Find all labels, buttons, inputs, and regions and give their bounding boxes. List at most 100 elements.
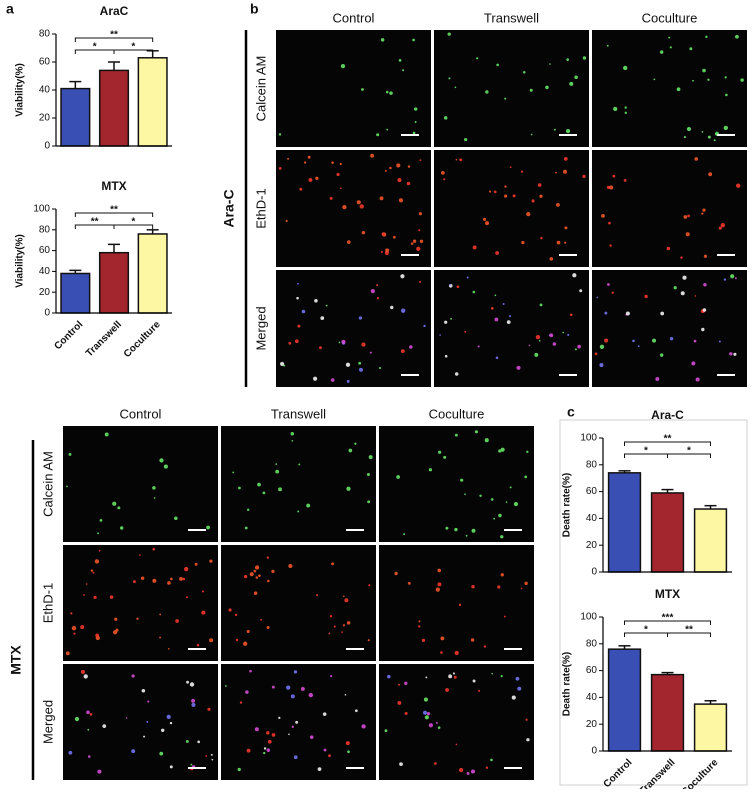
cell-dot xyxy=(201,610,206,615)
cell-dot xyxy=(464,493,466,496)
cell-dot xyxy=(490,307,494,310)
cell-dot xyxy=(423,710,428,715)
cell-dot xyxy=(147,700,150,703)
y-tick-label: 0 xyxy=(591,567,597,578)
cell-dot xyxy=(530,133,533,136)
cell-dot xyxy=(419,239,424,244)
error-bar xyxy=(108,243,120,253)
cell-dot xyxy=(574,75,578,80)
cell-dot xyxy=(159,458,164,463)
cell-dot xyxy=(484,221,490,226)
cell-dot xyxy=(361,230,366,235)
cell-dot xyxy=(245,690,249,694)
cell-dot xyxy=(695,377,700,382)
cell-dot xyxy=(141,688,146,693)
cell-dot xyxy=(293,755,298,760)
error-bar xyxy=(69,269,82,274)
cell-dot xyxy=(428,468,433,472)
cell-dot xyxy=(346,240,351,244)
chart-title: Ara-C xyxy=(651,408,684,422)
cell-dot xyxy=(493,190,497,194)
cell-dot xyxy=(404,711,408,715)
cell-dot xyxy=(460,478,464,482)
error-bar xyxy=(661,488,674,493)
cell-dot xyxy=(97,532,99,535)
cell-dot xyxy=(307,155,311,159)
cell-dot xyxy=(80,669,85,674)
cell-dot xyxy=(384,729,388,733)
cell-dot xyxy=(182,577,186,581)
cell-dot xyxy=(86,710,90,715)
cell-dot xyxy=(83,674,88,679)
bar xyxy=(693,703,728,752)
cell-dot xyxy=(443,116,448,120)
cell-dot xyxy=(606,283,610,286)
cell-dot xyxy=(407,581,411,585)
y-tick-label: 80 xyxy=(586,638,598,649)
cell-dot xyxy=(346,621,351,625)
cell-dot xyxy=(624,111,628,115)
cell-dot xyxy=(191,698,196,703)
y-tick-label: 0 xyxy=(44,141,50,152)
cell-dot xyxy=(437,582,442,587)
cell-dot xyxy=(513,502,519,507)
cell-dot xyxy=(318,346,322,350)
cell-dot xyxy=(297,324,301,328)
cell-dot xyxy=(235,638,239,642)
cell-dot xyxy=(702,308,707,312)
cell-dot xyxy=(260,618,263,621)
cell-dot xyxy=(390,305,394,310)
micrograph xyxy=(379,664,534,780)
cell-dot xyxy=(211,758,214,761)
error-bar xyxy=(618,645,631,650)
cell-dot xyxy=(644,294,648,299)
cell-dot xyxy=(80,625,85,630)
cell-dot xyxy=(278,167,282,170)
cell-dot xyxy=(418,212,423,216)
cell-dot xyxy=(243,574,248,579)
cell-dot xyxy=(404,681,408,685)
bar xyxy=(98,69,130,147)
row-label: Merged xyxy=(253,306,268,350)
cell-dot xyxy=(529,88,533,92)
significance-bracket xyxy=(667,632,711,637)
cell-dot xyxy=(114,617,118,621)
cell-dot xyxy=(653,78,656,81)
cell-dot xyxy=(563,156,568,161)
cell-dot xyxy=(604,338,609,343)
cell-dot xyxy=(266,625,270,629)
cell-dot xyxy=(348,448,353,453)
cell-dot xyxy=(504,194,508,198)
cell-dot xyxy=(167,581,171,585)
micrograph xyxy=(276,150,431,267)
cell-dot xyxy=(271,569,275,574)
cell-dot xyxy=(367,500,371,504)
cell-dot xyxy=(539,194,543,198)
cell-dot xyxy=(531,199,535,203)
significance-label: ** xyxy=(110,205,118,216)
cell-dot xyxy=(295,720,299,724)
cell-dot xyxy=(466,276,469,279)
y-axis-label: Death rate(%) xyxy=(562,652,573,716)
row-label: Calcein AM xyxy=(40,451,55,517)
cell-dot xyxy=(400,308,406,313)
cell-dot xyxy=(102,724,107,728)
cell-dot xyxy=(471,528,476,533)
cell-dot xyxy=(399,762,403,766)
cell-dot xyxy=(396,163,401,168)
cell-dot xyxy=(493,517,496,520)
cell-dot xyxy=(421,638,426,643)
x-tick-label: Control xyxy=(52,319,85,352)
cell-dot xyxy=(381,232,385,236)
cell-dot xyxy=(94,559,100,564)
cell-dot xyxy=(210,753,213,756)
cell-dot xyxy=(85,583,88,585)
cell-dot xyxy=(516,365,521,370)
cell-dot xyxy=(288,341,292,345)
cell-dot xyxy=(266,731,270,735)
cell-dot xyxy=(740,78,744,82)
cell-dot xyxy=(331,562,335,566)
cell-dot xyxy=(539,303,543,307)
cell-dot xyxy=(361,342,366,347)
